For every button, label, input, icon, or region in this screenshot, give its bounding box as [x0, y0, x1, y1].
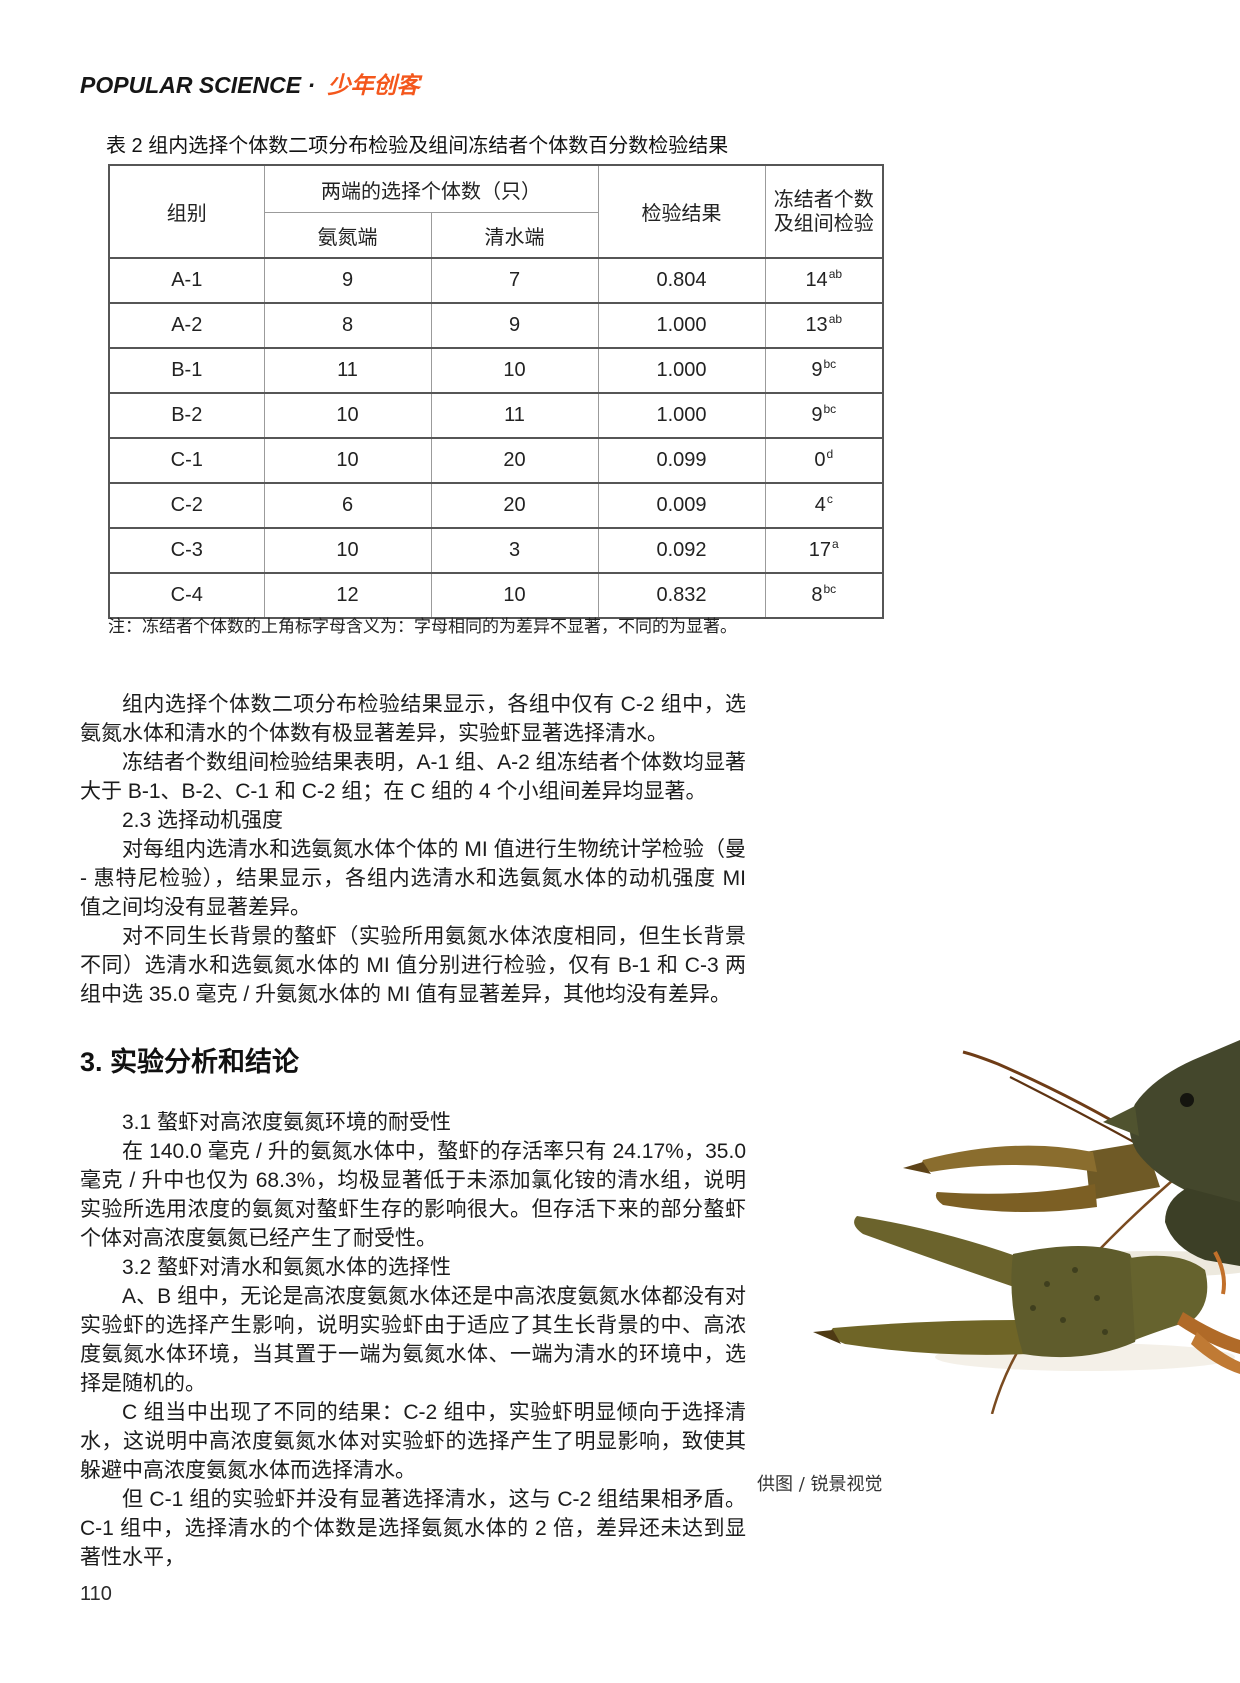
cell-group: A-1 — [108, 257, 265, 304]
cell-clear: 7 — [430, 257, 599, 304]
cell-frozen: 14ab — [764, 257, 884, 304]
cell-group: B-2 — [108, 392, 265, 439]
cell-group: C-1 — [108, 437, 265, 484]
subsection-heading-3-1: 3.1 螯虾对高浓度氨氮环境的耐受性 — [122, 1111, 452, 1134]
table-row: C-4 12 10 0.832 8bc — [108, 572, 884, 619]
table-row: B-1 11 10 1.000 9bc — [108, 347, 884, 394]
cell-frozen: 9bc — [764, 392, 884, 439]
col-header-frozen-line2: 及组间检验 — [773, 212, 874, 235]
table-row: A-2 8 9 1.000 13ab — [108, 302, 884, 349]
cell-result: 0.804 — [597, 257, 766, 304]
col-header-ammonia: 氨氮端 — [263, 212, 432, 259]
cell-clear: 3 — [430, 527, 599, 574]
table-row: C-2 6 20 0.009 4c — [108, 482, 884, 529]
paragraph: 在 140.0 毫克 / 升的氨氮水体中，螯虾的存活率只有 24.17%，35.… — [80, 1140, 746, 1250]
cell-ammonia: 6 — [263, 482, 432, 529]
cell-clear: 20 — [430, 482, 599, 529]
cell-ammonia: 10 — [263, 437, 432, 484]
subsection-heading-3-2: 3.2 螯虾对清水和氨氮水体的选择性 — [122, 1256, 452, 1279]
cell-frozen: 17a — [764, 527, 884, 574]
brand-en: POPULAR SCIENCE · — [80, 72, 316, 98]
cell-group: A-2 — [108, 302, 265, 349]
cell-group: C-2 — [108, 482, 265, 529]
cell-ammonia: 12 — [263, 572, 432, 619]
cell-frozen: 0d — [764, 437, 884, 484]
table-row: C-3 10 3 0.092 17a — [108, 527, 884, 574]
cell-ammonia: 8 — [263, 302, 432, 349]
cell-ammonia: 9 — [263, 257, 432, 304]
paragraph: A、B 组中，无论是高浓度氨氮水体还是中高浓度氨氮水体都没有对实验虾的选择产生影… — [80, 1285, 746, 1395]
crayfish-photo — [813, 1040, 1240, 1414]
cell-ammonia: 10 — [263, 527, 432, 574]
cell-result: 0.092 — [597, 527, 766, 574]
col-header-group: 组别 — [108, 164, 265, 259]
cell-frozen: 9bc — [764, 347, 884, 394]
section-heading-3: 3. 实验分析和结论 — [80, 1047, 300, 1077]
cell-ammonia: 10 — [263, 392, 432, 439]
page-header-brand: POPULAR SCIENCE · 少年创客 — [80, 66, 420, 100]
cell-ammonia: 11 — [263, 347, 432, 394]
table-row: C-1 10 20 0.099 0d — [108, 437, 884, 484]
table-header-row-1: 组别 两端的选择个体数（只） 检验结果 冻结者个数 及组间检验 — [108, 164, 884, 259]
col-header-frozen-line1: 冻结者个数 — [773, 188, 874, 211]
paragraph: 对不同生长背景的螯虾（实验所用氨氮水体浓度相同，但生长背景不同）选清水和选氨氮水… — [80, 925, 746, 1006]
results-table: 组别 两端的选择个体数（只） 检验结果 冻结者个数 及组间检验 氨氮端 清水端 … — [108, 164, 884, 619]
photo-credit-caption: 供图 / 锐景视觉 — [757, 1474, 883, 1495]
cell-frozen: 8bc — [764, 572, 884, 619]
table-title: 表 2 组内选择个体数二项分布检验及组间冻结者个体数百分数检验结果 — [106, 135, 729, 157]
cell-result: 1.000 — [597, 392, 766, 439]
cell-frozen: 13ab — [764, 302, 884, 349]
col-header-frozen: 冻结者个数 及组间检验 — [764, 164, 884, 259]
paragraph: 对每组内选清水和选氨氮水体个体的 MI 值进行生物统计学检验（曼 - 惠特尼检验… — [80, 838, 746, 919]
cell-clear: 10 — [430, 347, 599, 394]
cell-group: C-3 — [108, 527, 265, 574]
table-row: A-1 9 7 0.804 14ab — [108, 257, 884, 304]
subsection-heading-2-3: 2.3 选择动机强度 — [122, 809, 284, 832]
col-header-clear: 清水端 — [430, 212, 599, 259]
cell-clear: 9 — [430, 302, 599, 349]
paragraph: C 组当中出现了不同的结果：C-2 组中，实验虾明显倾向于选择清水，这说明中高浓… — [80, 1401, 746, 1482]
col-header-result: 检验结果 — [597, 164, 766, 259]
cell-frozen: 4c — [764, 482, 884, 529]
cell-result: 1.000 — [597, 347, 766, 394]
article-body: 组内选择个体数二项分布检验结果显示，各组中仅有 C-2 组中，选氨氮水体和清水的… — [80, 690, 746, 1572]
brand-cn: 少年创客 — [327, 72, 420, 98]
cell-clear: 11 — [430, 392, 599, 439]
col-header-span: 两端的选择个体数（只） — [263, 164, 599, 213]
table-header-row-2: 氨氮端 清水端 — [109, 212, 883, 259]
paragraph: 但 C-1 组的实验虾并没有显著选择清水，这与 C-2 组结果相矛盾。C-1 组… — [80, 1488, 746, 1569]
paragraph: 组内选择个体数二项分布检验结果显示，各组中仅有 C-2 组中，选氨氮水体和清水的… — [80, 693, 746, 745]
cell-clear: 20 — [430, 437, 599, 484]
table-row: B-2 10 11 1.000 9bc — [108, 392, 884, 439]
cell-result: 1.000 — [597, 302, 766, 349]
cell-result: 0.099 — [597, 437, 766, 484]
page-number: 110 — [80, 1583, 112, 1605]
cell-group: B-1 — [108, 347, 265, 394]
paragraph: 冻结者个数组间检验结果表明，A-1 组、A-2 组冻结者个体数均显著大于 B-1… — [80, 751, 746, 803]
table-note: 注：冻结者个体数的上角标字母含义为：字母相同的为差异不显著，不同的为显著。 — [108, 617, 737, 637]
cell-result: 0.009 — [597, 482, 766, 529]
